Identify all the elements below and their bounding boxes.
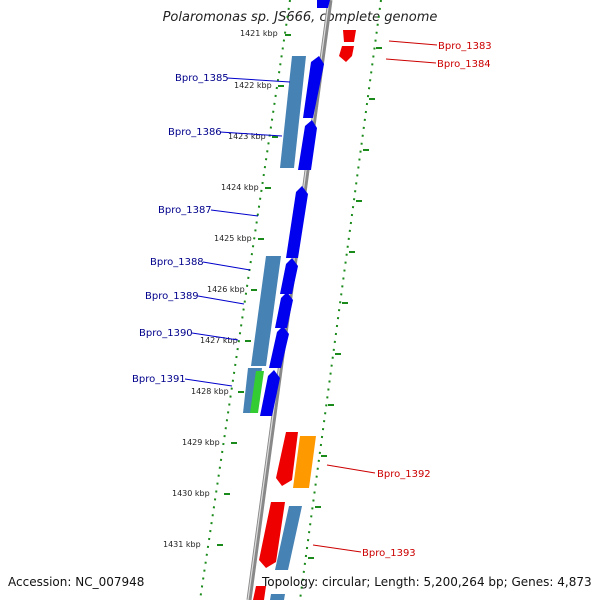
kbp-label: 1425 kbp [214, 234, 252, 243]
minus-gene-labels [312, 40, 438, 553]
gene-label-bpro-1385[interactable]: Bpro_1385 [175, 73, 229, 84]
outer-ruler-ticks [308, 47, 382, 559]
gene-label-bpro-1383[interactable]: Bpro_1383 [438, 41, 492, 52]
cds-arrow[interactable] [286, 186, 308, 258]
accession-label: Accession: NC_007948 [8, 575, 145, 589]
cds-arrow[interactable] [303, 56, 324, 118]
kbp-label: 1422 kbp [234, 81, 272, 90]
kbp-label: 1427 kbp [200, 336, 238, 345]
cds-minus [253, 30, 356, 600]
gene-bar-minus [275, 506, 302, 570]
kbp-label: 1421 kbp [240, 29, 278, 38]
orange-feature[interactable] [293, 436, 316, 488]
gene-label-bpro-1391[interactable]: Bpro_1391 [132, 374, 186, 385]
cds-arrow[interactable] [317, 0, 330, 8]
gene-label-bpro-1388[interactable]: Bpro_1388 [150, 257, 204, 268]
cds-arrow[interactable] [343, 30, 356, 42]
topology-label: Topology: circular; Length: 5,200,264 bp… [262, 575, 592, 589]
outer-ruler [299, 0, 382, 600]
plus-gene-labels [184, 77, 291, 387]
gene-label-bpro-1392[interactable]: Bpro_1392 [377, 469, 431, 480]
cds-plus [260, 0, 330, 416]
inner-ruler [199, 0, 291, 600]
gene-label-bpro-1386[interactable]: Bpro_1386 [168, 127, 222, 138]
inner-ruler-ticks [217, 34, 291, 546]
cds-arrow[interactable] [260, 370, 280, 416]
gene-label-bpro-1389[interactable]: Bpro_1389 [145, 291, 199, 302]
cds-arrow[interactable] [339, 46, 354, 62]
cds-arrow[interactable] [280, 258, 298, 294]
gene-label-bpro-1393[interactable]: Bpro_1393 [362, 548, 416, 559]
kbp-label: 1424 kbp [221, 183, 259, 192]
kbp-label: 1428 kbp [191, 387, 229, 396]
kbp-label: 1431 kbp [163, 540, 201, 549]
kbp-labels: 1421 kbp 1422 kbp 1423 kbp 1424 kbp 1425… [163, 29, 278, 549]
cds-arrow[interactable] [253, 586, 266, 600]
cds-arrow[interactable] [276, 432, 298, 486]
map-title: Polaromonas sp. JS666, complete genome [162, 10, 438, 25]
kbp-label: 1430 kbp [172, 489, 210, 498]
gene-label-bpro-1390[interactable]: Bpro_1390 [139, 328, 193, 339]
cds-arrow[interactable] [275, 292, 293, 328]
kbp-label: 1426 kbp [207, 285, 245, 294]
gene-bar-minus [270, 594, 285, 600]
green-feature[interactable] [250, 371, 264, 413]
kbp-label: 1429 kbp [182, 438, 220, 447]
cds-arrow[interactable] [298, 120, 317, 170]
gene-label-bpro-1387[interactable]: Bpro_1387 [158, 205, 212, 216]
cds-arrow[interactable] [269, 326, 289, 368]
cds-arrow[interactable] [259, 502, 285, 568]
kbp-label: 1423 kbp [228, 132, 266, 141]
gene-label-bpro-1384[interactable]: Bpro_1384 [437, 59, 491, 70]
